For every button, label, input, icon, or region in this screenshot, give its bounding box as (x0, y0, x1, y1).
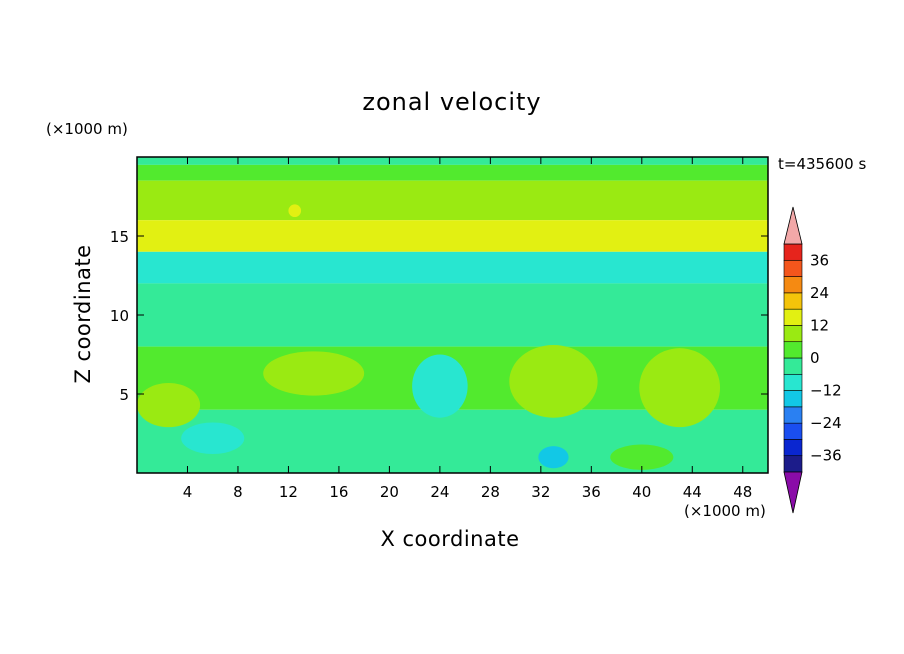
colorbar-tick-label: 24 (810, 284, 829, 302)
colorbar-segment (783, 341, 803, 359)
velocity-blob-7 (538, 446, 569, 469)
x-tick-label: 8 (233, 483, 243, 501)
colorbar-segment (783, 406, 803, 424)
colorbar-segment (783, 422, 803, 440)
x-tick-label: 48 (733, 483, 752, 501)
velocity-blob-8 (660, 223, 724, 249)
x-tick-label: 16 (329, 483, 348, 501)
velocity-band-5 (137, 283, 768, 347)
velocity-blob-9 (288, 204, 302, 218)
colorbar-segment (783, 325, 803, 343)
velocity-blob-5 (181, 422, 245, 455)
x-tick-label: 4 (183, 483, 193, 501)
colorbar-tick-label: −24 (810, 414, 842, 432)
colorbar-segment (783, 455, 803, 473)
colorbar-segment (783, 373, 803, 391)
colorbar-segment (783, 390, 803, 408)
colorbar-tick-label: −12 (810, 382, 842, 400)
velocity-band-4 (137, 251, 768, 284)
x-tick-label: 44 (683, 483, 702, 501)
colorbar-tick-label: −36 (810, 447, 842, 465)
colorbar-tick-label: 0 (810, 349, 820, 367)
y-tick-label: 10 (110, 307, 129, 325)
x-axis-unit: (×1000 m) (684, 502, 766, 520)
x-tick-label: 40 (632, 483, 651, 501)
velocity-band-2 (137, 180, 768, 221)
colorbar-segment (783, 292, 803, 310)
colorbar-segment (783, 276, 803, 294)
time-annotation: t=435600 s (778, 155, 867, 173)
velocity-blob-2 (412, 354, 468, 418)
contour-field (137, 157, 768, 473)
colorbar-segment (783, 357, 803, 375)
colorbar-over-triangle (783, 206, 803, 245)
velocity-blob-4 (639, 348, 721, 428)
y-tick-label: 5 (119, 386, 129, 404)
x-tick-label: 20 (380, 483, 399, 501)
chart-title: zonal velocity (362, 88, 542, 116)
x-tick-label: 12 (279, 483, 298, 501)
velocity-band-1 (137, 164, 768, 181)
y-tick-label: 15 (110, 228, 129, 246)
y-axis: 5 10 15 (110, 228, 768, 404)
colorbar-under-triangle (783, 471, 803, 514)
x-axis: 4 8 12 16 20 24 28 32 36 40 44 48 (183, 157, 752, 501)
velocity-blob-6 (610, 444, 674, 470)
velocity-blob-1 (263, 351, 365, 396)
colorbar: 36 24 12 0 −12 −24 −36 (783, 206, 842, 514)
colorbar-segment (783, 308, 803, 326)
velocity-blob-0 (137, 382, 201, 428)
colorbar-segment (783, 259, 803, 277)
x-axis-label: X coordinate (380, 527, 520, 551)
x-tick-label: 32 (531, 483, 550, 501)
colorbar-segment (783, 243, 803, 261)
velocity-band-0 (137, 157, 768, 165)
velocity-blob-3 (509, 345, 598, 418)
colorbar-segment (783, 439, 803, 457)
y-axis-unit: (×1000 m) (46, 120, 128, 138)
x-tick-label: 28 (481, 483, 500, 501)
x-tick-label: 24 (430, 483, 449, 501)
colorbar-tick-label: 12 (810, 316, 829, 334)
colorbar-tick-label: 36 (810, 251, 829, 269)
x-tick-label: 36 (582, 483, 601, 501)
